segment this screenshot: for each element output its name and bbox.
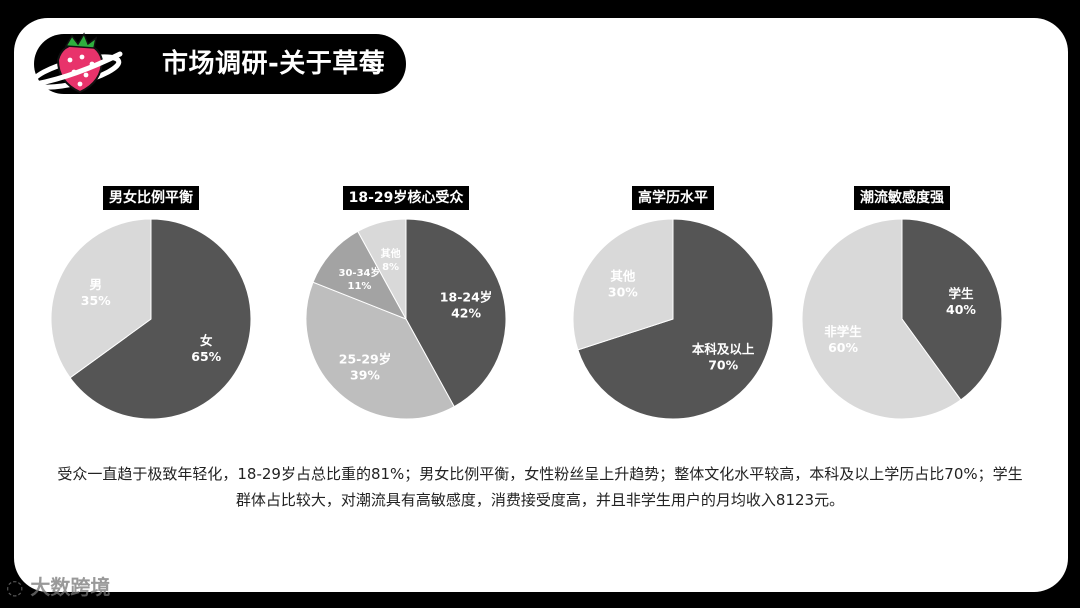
pie-svg: 女65% 男35% [50, 218, 252, 420]
slice-label: 其他 [610, 269, 636, 284]
slice-label: 18-24岁 [440, 290, 492, 305]
slice-label: 非学生 [824, 324, 862, 339]
watermark-text: 大数跨境 [30, 575, 111, 599]
pie-chart-age: 18-29岁核心受众 18-24岁 42% 25-29岁 39% 30-34岁 11% 其他… [301, 186, 511, 422]
slice-percent: 42% [451, 306, 481, 321]
chart-title: 高学历水平 [632, 186, 714, 210]
slice-percent: 30% [608, 285, 638, 300]
pie-slice-0 [901, 218, 1003, 401]
pie-slice-0 [577, 218, 774, 420]
pie-chart-gender: 男女比例平衡 女 65% 男 35% [46, 186, 256, 422]
slice-label: 25-29岁 [339, 352, 391, 367]
slice-label: 其他 [381, 247, 401, 260]
pie-slice-1 [572, 218, 674, 351]
slice-percent: 40% [946, 302, 976, 317]
pie-chart-trend: 潮流敏感度强 学生 40% 非学生 60% [797, 186, 1007, 422]
summary-line-1: 受众一直趋于极致年轻化，18-29岁占总比重的81%；男女比例平衡，女性粉丝呈上… [57, 465, 1023, 483]
slice-percent: 65% [191, 349, 221, 364]
summary-text: 受众一直趋于极致年轻化，18-29岁占总比重的81%；男女比例平衡，女性粉丝呈上… [24, 461, 1056, 513]
strawberry-planet-icon [30, 32, 123, 94]
pie-slice-0 [405, 218, 507, 408]
slice-percent: 70% [708, 357, 738, 372]
slice-label: 男 [89, 277, 102, 292]
slice-label: 30-34岁 [339, 266, 381, 279]
slice-label: 学生 [948, 286, 974, 301]
slice-percent: 39% [350, 368, 380, 383]
pie-chart-education: 高学历水平 本科及以上 70% 其他 30% [568, 186, 778, 422]
pie-slice-3 [357, 218, 407, 320]
pie-slice-0 [69, 218, 252, 420]
slice-percent: 35% [81, 293, 111, 308]
chart-title: 潮流敏感度强 [854, 186, 950, 210]
pie-slice-1 [50, 218, 152, 379]
chart-title: 18-29岁核心受众 [342, 186, 470, 210]
pie-slice-1 [801, 218, 962, 420]
slice-percent: 8% [382, 262, 399, 273]
watermark: ◌ 大数跨境 [6, 571, 110, 600]
pie-slice-2 [312, 230, 408, 320]
slice-percent: 11% [348, 281, 372, 292]
page-title: 市场调研-关于草莓 [162, 49, 386, 79]
pie-slice-1 [305, 281, 455, 420]
summary-line-2: 群体占比较大，对潮流具有高敏感度，消费接受度高，并且非学生用户的月均收入8123… [235, 491, 845, 509]
slice-percent: 60% [828, 340, 858, 355]
slice-label: 女 [200, 333, 213, 348]
slice-label: 本科及以上 [692, 341, 755, 356]
chart-title: 男女比例平衡 [103, 186, 199, 210]
watermark-icon: ◌ [6, 575, 31, 599]
